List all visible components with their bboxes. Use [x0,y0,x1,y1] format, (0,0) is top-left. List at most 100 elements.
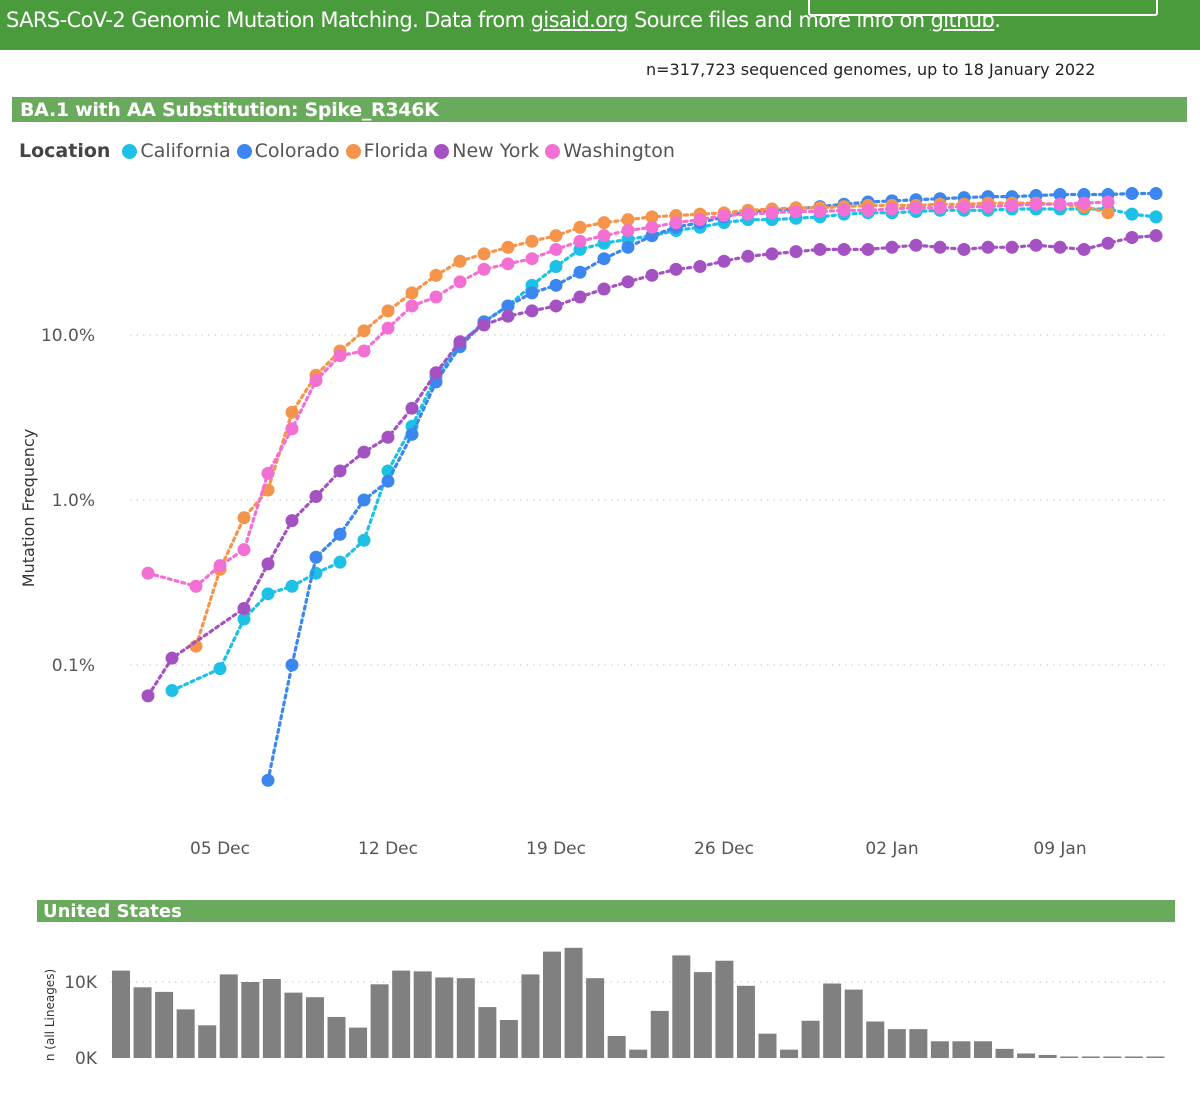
data-point-new-york[interactable] [621,275,635,289]
data-point-new-york[interactable] [381,430,395,444]
data-point-washington[interactable] [405,299,419,313]
data-point-new-york[interactable] [285,514,299,528]
count-bar[interactable] [780,1049,799,1058]
count-bar[interactable] [327,1016,346,1058]
data-point-washington[interactable] [693,213,707,227]
legend-item-california[interactable]: California [122,140,231,162]
count-bar[interactable] [176,1009,195,1058]
legend-item-colorado[interactable]: Colorado [236,140,340,162]
data-point-washington[interactable] [429,290,443,304]
data-point-washington[interactable] [933,201,947,215]
count-bar[interactable] [564,947,583,1058]
data-point-new-york[interactable] [933,240,947,254]
count-bar[interactable] [499,1020,518,1058]
count-bar[interactable] [715,960,734,1058]
data-point-california[interactable] [165,684,179,698]
data-point-colorado[interactable] [501,299,515,313]
data-point-new-york[interactable] [429,366,443,380]
data-point-washington[interactable] [861,203,875,217]
data-point-california[interactable] [285,579,299,593]
data-point-new-york[interactable] [693,260,707,274]
data-point-colorado[interactable] [573,265,587,279]
data-point-new-york[interactable] [237,602,251,616]
data-point-california[interactable] [261,587,275,601]
count-bar[interactable] [456,978,475,1058]
data-point-new-york[interactable] [405,401,419,415]
data-point-new-york[interactable] [1005,240,1019,254]
data-point-colorado[interactable] [1053,188,1067,202]
count-bar[interactable] [198,1025,217,1058]
data-point-florida[interactable] [237,511,251,525]
count-bar[interactable] [1060,1056,1079,1058]
count-bar[interactable] [262,978,281,1058]
count-bar[interactable] [392,970,411,1058]
count-bar[interactable] [952,1041,971,1058]
data-point-washington[interactable] [357,344,371,358]
data-point-new-york[interactable] [645,268,659,282]
count-bar[interactable] [866,1021,885,1058]
data-point-florida[interactable] [357,324,371,338]
data-point-new-york[interactable] [981,240,995,254]
data-point-florida[interactable] [453,254,467,268]
count-bar[interactable] [1146,1056,1165,1058]
count-bar[interactable] [586,978,605,1058]
data-point-new-york[interactable] [861,242,875,256]
data-point-florida[interactable] [405,286,419,300]
data-point-washington[interactable] [717,208,731,222]
data-point-florida[interactable] [621,213,635,227]
data-point-washington[interactable] [189,579,203,593]
count-bar[interactable] [1017,1053,1036,1058]
data-point-florida[interactable] [381,304,395,318]
data-point-washington[interactable] [573,234,587,248]
data-point-washington[interactable] [1029,197,1043,211]
data-point-washington[interactable] [477,262,491,276]
data-point-california[interactable] [357,533,371,547]
data-point-florida[interactable] [1101,206,1115,220]
data-point-washington[interactable] [645,220,659,234]
data-point-new-york[interactable] [309,490,323,504]
data-point-washington[interactable] [981,200,995,214]
data-point-new-york[interactable] [549,299,563,313]
data-point-colorado[interactable] [285,658,299,672]
data-point-new-york[interactable] [717,254,731,268]
data-point-florida[interactable] [285,405,299,419]
data-point-colorado[interactable] [621,240,635,254]
data-point-colorado[interactable] [597,252,611,266]
count-bar[interactable] [909,1029,928,1058]
data-point-new-york[interactable] [477,318,491,332]
data-point-colorado[interactable] [549,278,563,292]
data-point-florida[interactable] [573,220,587,234]
count-bar[interactable] [607,1035,626,1058]
data-point-new-york[interactable] [141,689,155,703]
count-bar[interactable] [241,982,260,1058]
count-bar[interactable] [349,1027,368,1058]
data-point-colorado[interactable] [405,427,419,441]
data-point-florida[interactable] [645,210,659,224]
count-bar[interactable] [887,1029,906,1058]
count-bar[interactable] [672,955,691,1058]
data-point-new-york[interactable] [597,282,611,296]
lineage-count-chart[interactable]: 0K 10K n (all Lineages) [0,925,1200,1090]
data-point-california[interactable] [549,260,563,274]
data-point-colorado[interactable] [1149,187,1163,201]
data-point-new-york[interactable] [1101,236,1115,250]
data-point-new-york[interactable] [453,335,467,349]
count-bar[interactable] [370,984,389,1058]
count-bar[interactable] [693,972,712,1058]
data-point-new-york[interactable] [957,242,971,256]
data-point-california[interactable] [213,662,227,676]
data-point-washington[interactable] [1101,195,1115,209]
data-point-new-york[interactable] [573,290,587,304]
data-point-new-york[interactable] [357,445,371,459]
data-point-washington[interactable] [525,252,539,266]
data-point-new-york[interactable] [1077,242,1091,256]
data-point-california[interactable] [237,612,251,626]
data-point-florida[interactable] [501,240,515,254]
data-point-california[interactable] [1125,207,1139,221]
data-point-new-york[interactable] [261,557,275,571]
data-point-new-york[interactable] [333,464,347,478]
data-point-washington[interactable] [669,216,683,230]
gisaid-link[interactable]: gisaid.org [530,8,629,32]
data-point-washington[interactable] [381,321,395,335]
data-point-washington[interactable] [309,373,323,387]
